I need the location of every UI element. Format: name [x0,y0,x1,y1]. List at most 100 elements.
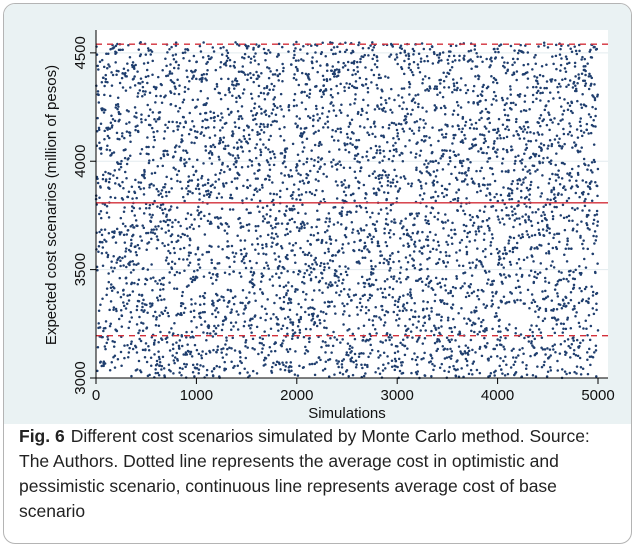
scatter-point [538,306,542,310]
scatter-point [406,242,410,245]
scatter-point [103,138,106,141]
scatter-point [362,229,366,232]
scatter-point [510,182,513,186]
scatter-point [305,82,309,86]
scatter-point [470,123,473,126]
scatter-point [464,84,467,87]
scatter-point [376,105,379,108]
scatter-point [306,173,310,177]
scatter-point [122,293,125,296]
scatter-point [502,257,506,260]
scatter-point [476,215,480,219]
scatter-point [225,181,228,185]
scatter-point [545,267,548,271]
scatter-point [252,272,256,275]
scatter-point [466,231,470,235]
scatter-point [264,109,267,112]
scatter-point [515,130,518,133]
scatter-point [351,231,354,234]
scatter-point [209,332,212,335]
scatter-point [121,132,124,135]
scatter-point [444,251,448,254]
scatter-point [336,184,339,187]
scatter-point [280,152,284,155]
scatter-point [486,183,490,186]
scatter-point [438,52,442,55]
scatter-point [500,96,504,100]
scatter-point [139,181,143,184]
scatter-point [491,236,494,240]
scatter-point [273,156,277,159]
scatter-point [368,332,372,336]
scatter-point [229,321,233,324]
scatter-point [513,360,517,364]
scatter-point [345,213,349,216]
scatter-point [123,206,126,209]
scatter-point [207,178,210,181]
scatter-point [550,189,553,192]
scatter-point [543,86,546,90]
scatter-point [492,142,496,145]
scatter-point [491,303,495,306]
scatter-point [488,183,492,186]
scatter-point [290,285,294,288]
scatter-point [204,145,207,148]
scatter-point [196,209,199,212]
scatter-point [192,54,196,58]
scatter-point [346,68,350,72]
scatter-point [283,160,286,163]
scatter-point [203,296,206,300]
scatter-point [310,362,314,366]
scatter-point [393,357,397,361]
scatter-point [225,222,229,226]
scatter-point [204,126,208,130]
scatter-point [465,197,468,200]
scatter-point [574,191,578,195]
scatter-point [447,338,450,342]
scatter-point [558,183,562,186]
scatter-point [241,225,245,228]
scatter-point [405,107,408,111]
scatter-point [463,133,466,137]
scatter-point [575,338,579,342]
scatter-point [306,253,309,257]
scatter-point [538,271,542,274]
scatter-point [299,317,302,321]
scatter-point [122,304,126,308]
scatter-point [384,110,387,113]
scatter-point [396,365,399,369]
scatter-point [455,88,458,92]
scatter-point [350,51,353,55]
scatter-point [357,282,360,285]
scatter-point [149,356,153,360]
scatter-point [529,220,533,223]
scatter-point [502,147,505,151]
scatter-point [255,325,259,329]
scatter-point [381,341,384,344]
scatter-point [505,206,508,209]
scatter-point [268,178,271,182]
scatter-point [191,120,194,123]
scatter-point [575,365,579,368]
scatter-point [301,203,304,206]
scatter-point [400,67,404,71]
scatter-point [333,205,337,209]
scatter-point [383,170,387,174]
scatter-point [452,150,455,154]
scatter-point [167,363,171,366]
scatter-point [466,88,470,92]
scatter-point [199,112,202,116]
scatter-point [467,294,471,298]
scatter-point [386,223,390,226]
scatter-point [493,179,497,183]
scatter-point [429,144,433,147]
scatter-point [383,257,386,261]
scatter-point [540,192,544,195]
scatter-point [142,62,146,65]
scatter-point [371,323,375,327]
scatter-point [113,266,116,270]
scatter-point [343,89,346,93]
scatter-point [493,347,497,351]
scatter-point [155,315,158,319]
scatter-point [404,54,408,57]
